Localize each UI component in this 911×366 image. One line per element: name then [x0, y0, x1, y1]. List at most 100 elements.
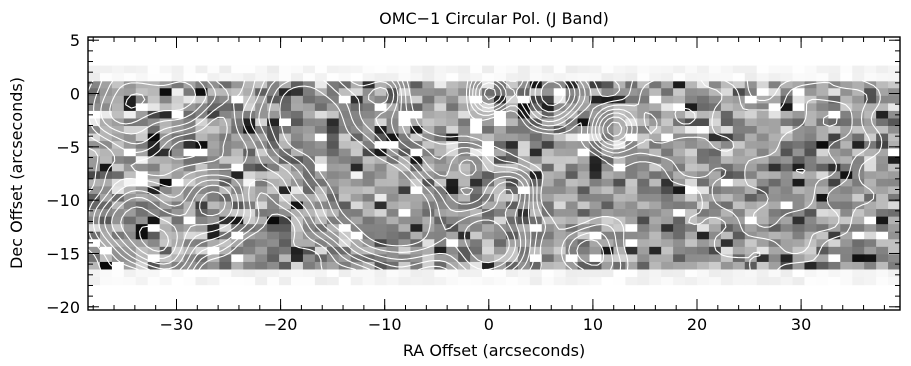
map-pixel	[708, 193, 722, 203]
map-pixel-faint	[649, 73, 662, 82]
map-pixel	[816, 171, 829, 180]
map-pixel	[828, 246, 841, 255]
map-pixel-faint	[625, 277, 638, 286]
map-pixel	[637, 201, 650, 210]
map-pixel	[732, 95, 746, 104]
map-pixel	[386, 163, 400, 172]
map-pixel	[183, 254, 197, 263]
map-pixel	[243, 254, 256, 263]
map-pixel	[446, 171, 459, 180]
map-pixel	[720, 163, 734, 172]
map-pixel	[362, 88, 376, 97]
map-pixel	[792, 88, 806, 97]
map-pixel	[99, 193, 113, 203]
map-pixel	[398, 224, 412, 233]
map-pixel	[159, 201, 173, 210]
map-pixel	[565, 103, 579, 112]
map-pixel	[756, 163, 770, 172]
map-pixel	[541, 261, 555, 271]
map-pixel	[482, 209, 495, 218]
map-pixel	[123, 193, 137, 203]
map-pixel	[804, 163, 818, 172]
map-pixel	[816, 110, 829, 120]
map-pixel	[601, 224, 615, 233]
map-pixel	[267, 231, 280, 240]
map-pixel	[207, 261, 220, 271]
map-pixel	[577, 118, 591, 127]
map-pixel	[183, 186, 197, 195]
map-pixel	[88, 141, 101, 150]
map-pixel	[255, 133, 268, 142]
map-pixel	[159, 133, 173, 142]
map-pixel	[434, 95, 447, 104]
map-pixel	[314, 209, 328, 218]
map-pixel	[362, 171, 376, 180]
y-tick-label: −20	[46, 298, 80, 317]
map-pixel	[529, 126, 543, 135]
map-pixel	[816, 141, 829, 150]
map-pixel	[123, 118, 137, 127]
map-pixel	[685, 193, 698, 203]
map-pixel	[756, 110, 770, 120]
map-pixel	[314, 80, 328, 89]
map-pixel-faint	[314, 277, 328, 286]
map-pixel	[756, 156, 770, 165]
map-pixel-faint	[255, 73, 268, 82]
map-pixel	[768, 193, 782, 203]
map-pixel	[374, 110, 388, 120]
map-pixel	[613, 246, 626, 255]
map-pixel-faint	[183, 73, 197, 82]
map-pixel-faint	[708, 65, 722, 74]
map-pixel	[410, 88, 423, 97]
map-pixel-faint	[541, 277, 555, 286]
map-pixel	[410, 193, 423, 203]
map-pixel	[577, 193, 591, 203]
map-pixel-faint	[494, 65, 507, 74]
map-pixel	[374, 216, 388, 225]
map-pixel	[374, 95, 388, 104]
map-pixel	[756, 103, 770, 112]
map-pixel	[195, 133, 209, 142]
map-pixel-faint	[410, 73, 423, 82]
map-pixel	[517, 216, 531, 225]
map-pixel	[720, 239, 734, 248]
map-pixel	[685, 254, 698, 263]
map-pixel-faint	[840, 73, 853, 82]
map-pixel	[302, 246, 316, 255]
map-pixel	[720, 216, 734, 225]
y-tick-label: 5	[70, 31, 80, 50]
map-pixel	[529, 261, 543, 271]
map-pixel	[625, 216, 638, 225]
map-pixel	[828, 178, 841, 188]
map-pixel	[589, 141, 603, 150]
map-pixel	[505, 110, 519, 120]
map-pixel	[195, 118, 209, 127]
map-pixel	[123, 171, 137, 180]
map-pixel-faint	[494, 73, 507, 82]
map-pixel	[732, 110, 746, 120]
map-pixel	[267, 95, 280, 104]
map-pixel	[637, 209, 650, 218]
map-pixel-faint	[374, 277, 388, 286]
map-pixel	[410, 261, 423, 271]
map-pixel	[135, 118, 149, 127]
map-pixel-faint	[708, 73, 722, 82]
map-pixel-faint	[135, 73, 149, 82]
map-pixel	[494, 216, 507, 225]
map-pixel	[768, 186, 782, 195]
map-pixel-faint	[828, 277, 841, 286]
map-pixel	[553, 239, 567, 248]
map-pixel	[840, 246, 853, 255]
map-pixel	[589, 224, 603, 233]
map-pixel-faint	[398, 73, 412, 82]
map-pixel	[804, 231, 818, 240]
map-pixel	[219, 126, 232, 135]
map-pixel	[279, 126, 292, 135]
map-pixel	[231, 95, 244, 104]
map-pixel-faint	[577, 73, 591, 82]
map-pixel	[482, 148, 495, 157]
map-pixel	[876, 110, 889, 120]
map-pixel	[291, 148, 304, 157]
map-pixel	[756, 231, 770, 240]
x-tick-label: 0	[484, 315, 494, 334]
